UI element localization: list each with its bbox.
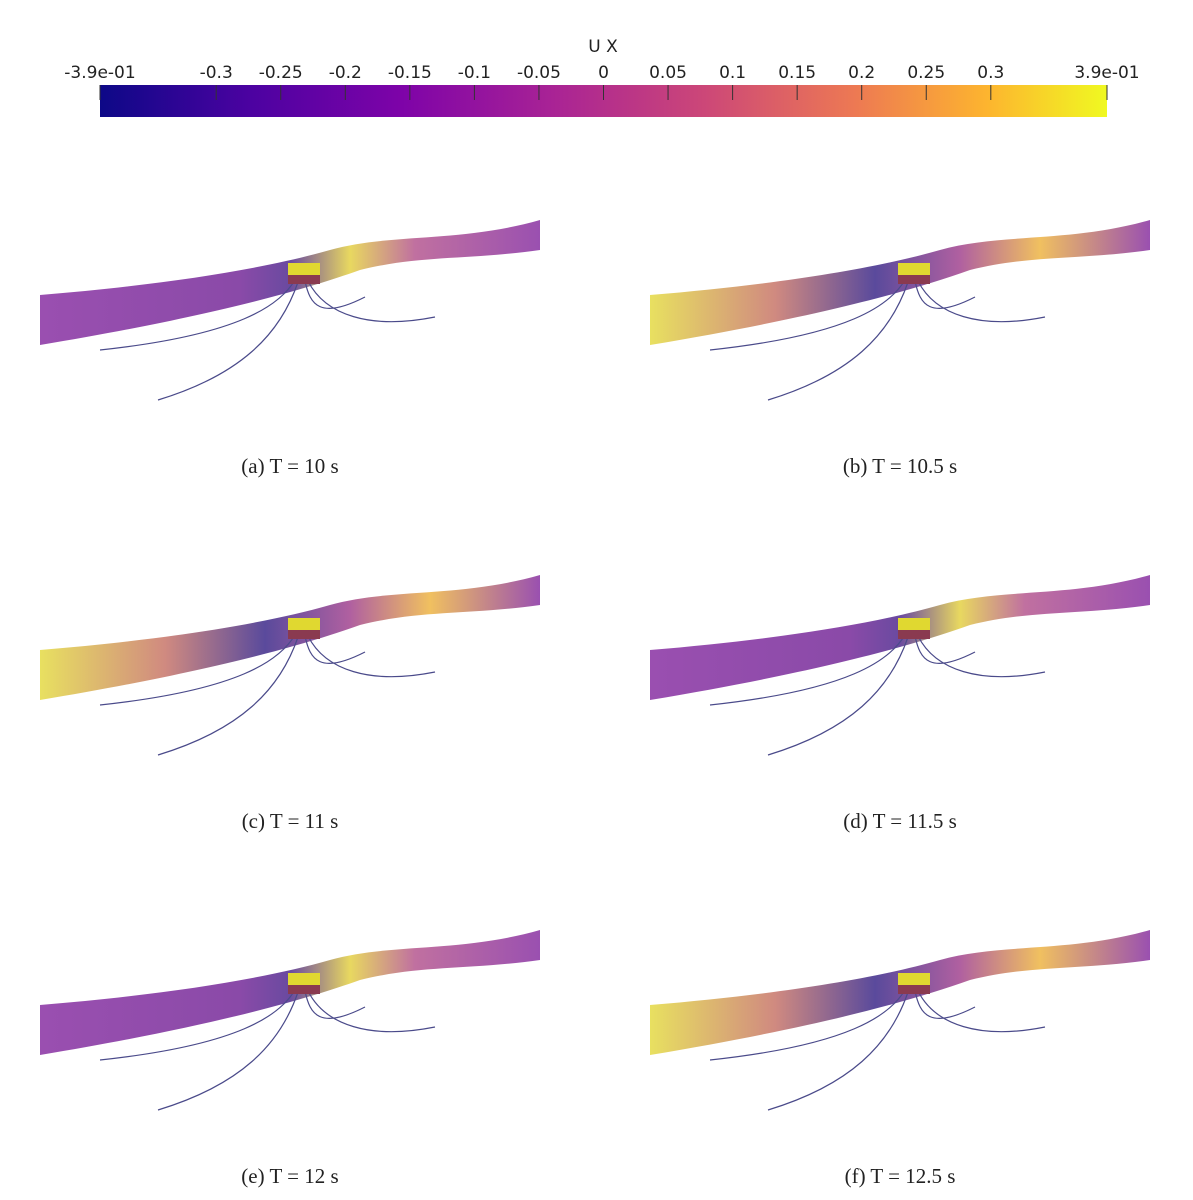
tick-label: -0.3 — [200, 63, 233, 83]
tick-label: -0.1 — [458, 63, 491, 83]
mooring-line — [917, 280, 1046, 323]
tick-label: 0.2 — [848, 63, 875, 83]
tick-label: 0.05 — [649, 63, 687, 83]
tick-label: 0.3 — [977, 63, 1004, 83]
mooring-line — [914, 280, 976, 309]
mooring-line — [914, 990, 976, 1019]
mooring-line — [304, 990, 366, 1019]
platform-top — [288, 263, 320, 275]
mooring-line — [917, 990, 1046, 1033]
tick-label: -0.2 — [329, 63, 362, 83]
panel — [650, 575, 1150, 756]
mooring-line — [767, 991, 909, 1111]
panel — [40, 575, 540, 756]
caption: (b) T = 10.5 s — [843, 454, 957, 478]
mooring-line — [709, 279, 906, 351]
mooring-line — [304, 635, 366, 664]
mooring-line — [307, 990, 436, 1033]
mooring-line — [157, 636, 299, 756]
tick-label: -0.15 — [388, 63, 432, 83]
mooring-line — [99, 989, 296, 1061]
caption: (f) T = 12.5 s — [845, 1164, 956, 1188]
panel — [650, 220, 1150, 401]
panel — [40, 220, 540, 401]
platform-top — [898, 973, 930, 985]
mooring-line — [304, 280, 366, 309]
mooring-line — [157, 281, 299, 401]
panel — [40, 930, 540, 1111]
tick-label: -3.9e-01 — [64, 63, 135, 83]
mooring-line — [917, 635, 1046, 678]
caption: (c) T = 11 s — [242, 809, 339, 833]
colorbar-title: U X — [588, 37, 618, 57]
mooring-line — [157, 991, 299, 1111]
platform-top — [288, 973, 320, 985]
caption: (a) T = 10 s — [241, 454, 338, 478]
mooring-line — [709, 634, 906, 706]
mooring-line — [709, 989, 906, 1061]
tick-label: 0.1 — [719, 63, 746, 83]
tick-label: 0.15 — [778, 63, 816, 83]
mooring-line — [767, 636, 909, 756]
mooring-line — [99, 634, 296, 706]
tick-label: 0.25 — [907, 63, 945, 83]
tick-label: -0.05 — [517, 63, 561, 83]
tick-label: 3.9e-01 — [1074, 63, 1139, 83]
panel — [650, 930, 1150, 1111]
mooring-line — [99, 279, 296, 351]
mooring-line — [307, 635, 436, 678]
colorbar: U X -3.9e-01 -0.3 -0.25 -0.2 -0.15 -0.1 -0.05 0… — [64, 37, 1140, 117]
mooring-line — [914, 635, 976, 664]
tick-label: -0.25 — [259, 63, 303, 83]
platform-top — [288, 618, 320, 630]
mooring-line — [767, 281, 909, 401]
tick-label: 0 — [598, 63, 609, 83]
platform-top — [898, 263, 930, 275]
caption: (d) T = 11.5 s — [843, 809, 957, 833]
caption: (e) T = 12 s — [241, 1164, 338, 1188]
platform-top — [898, 618, 930, 630]
mooring-line — [307, 280, 436, 323]
